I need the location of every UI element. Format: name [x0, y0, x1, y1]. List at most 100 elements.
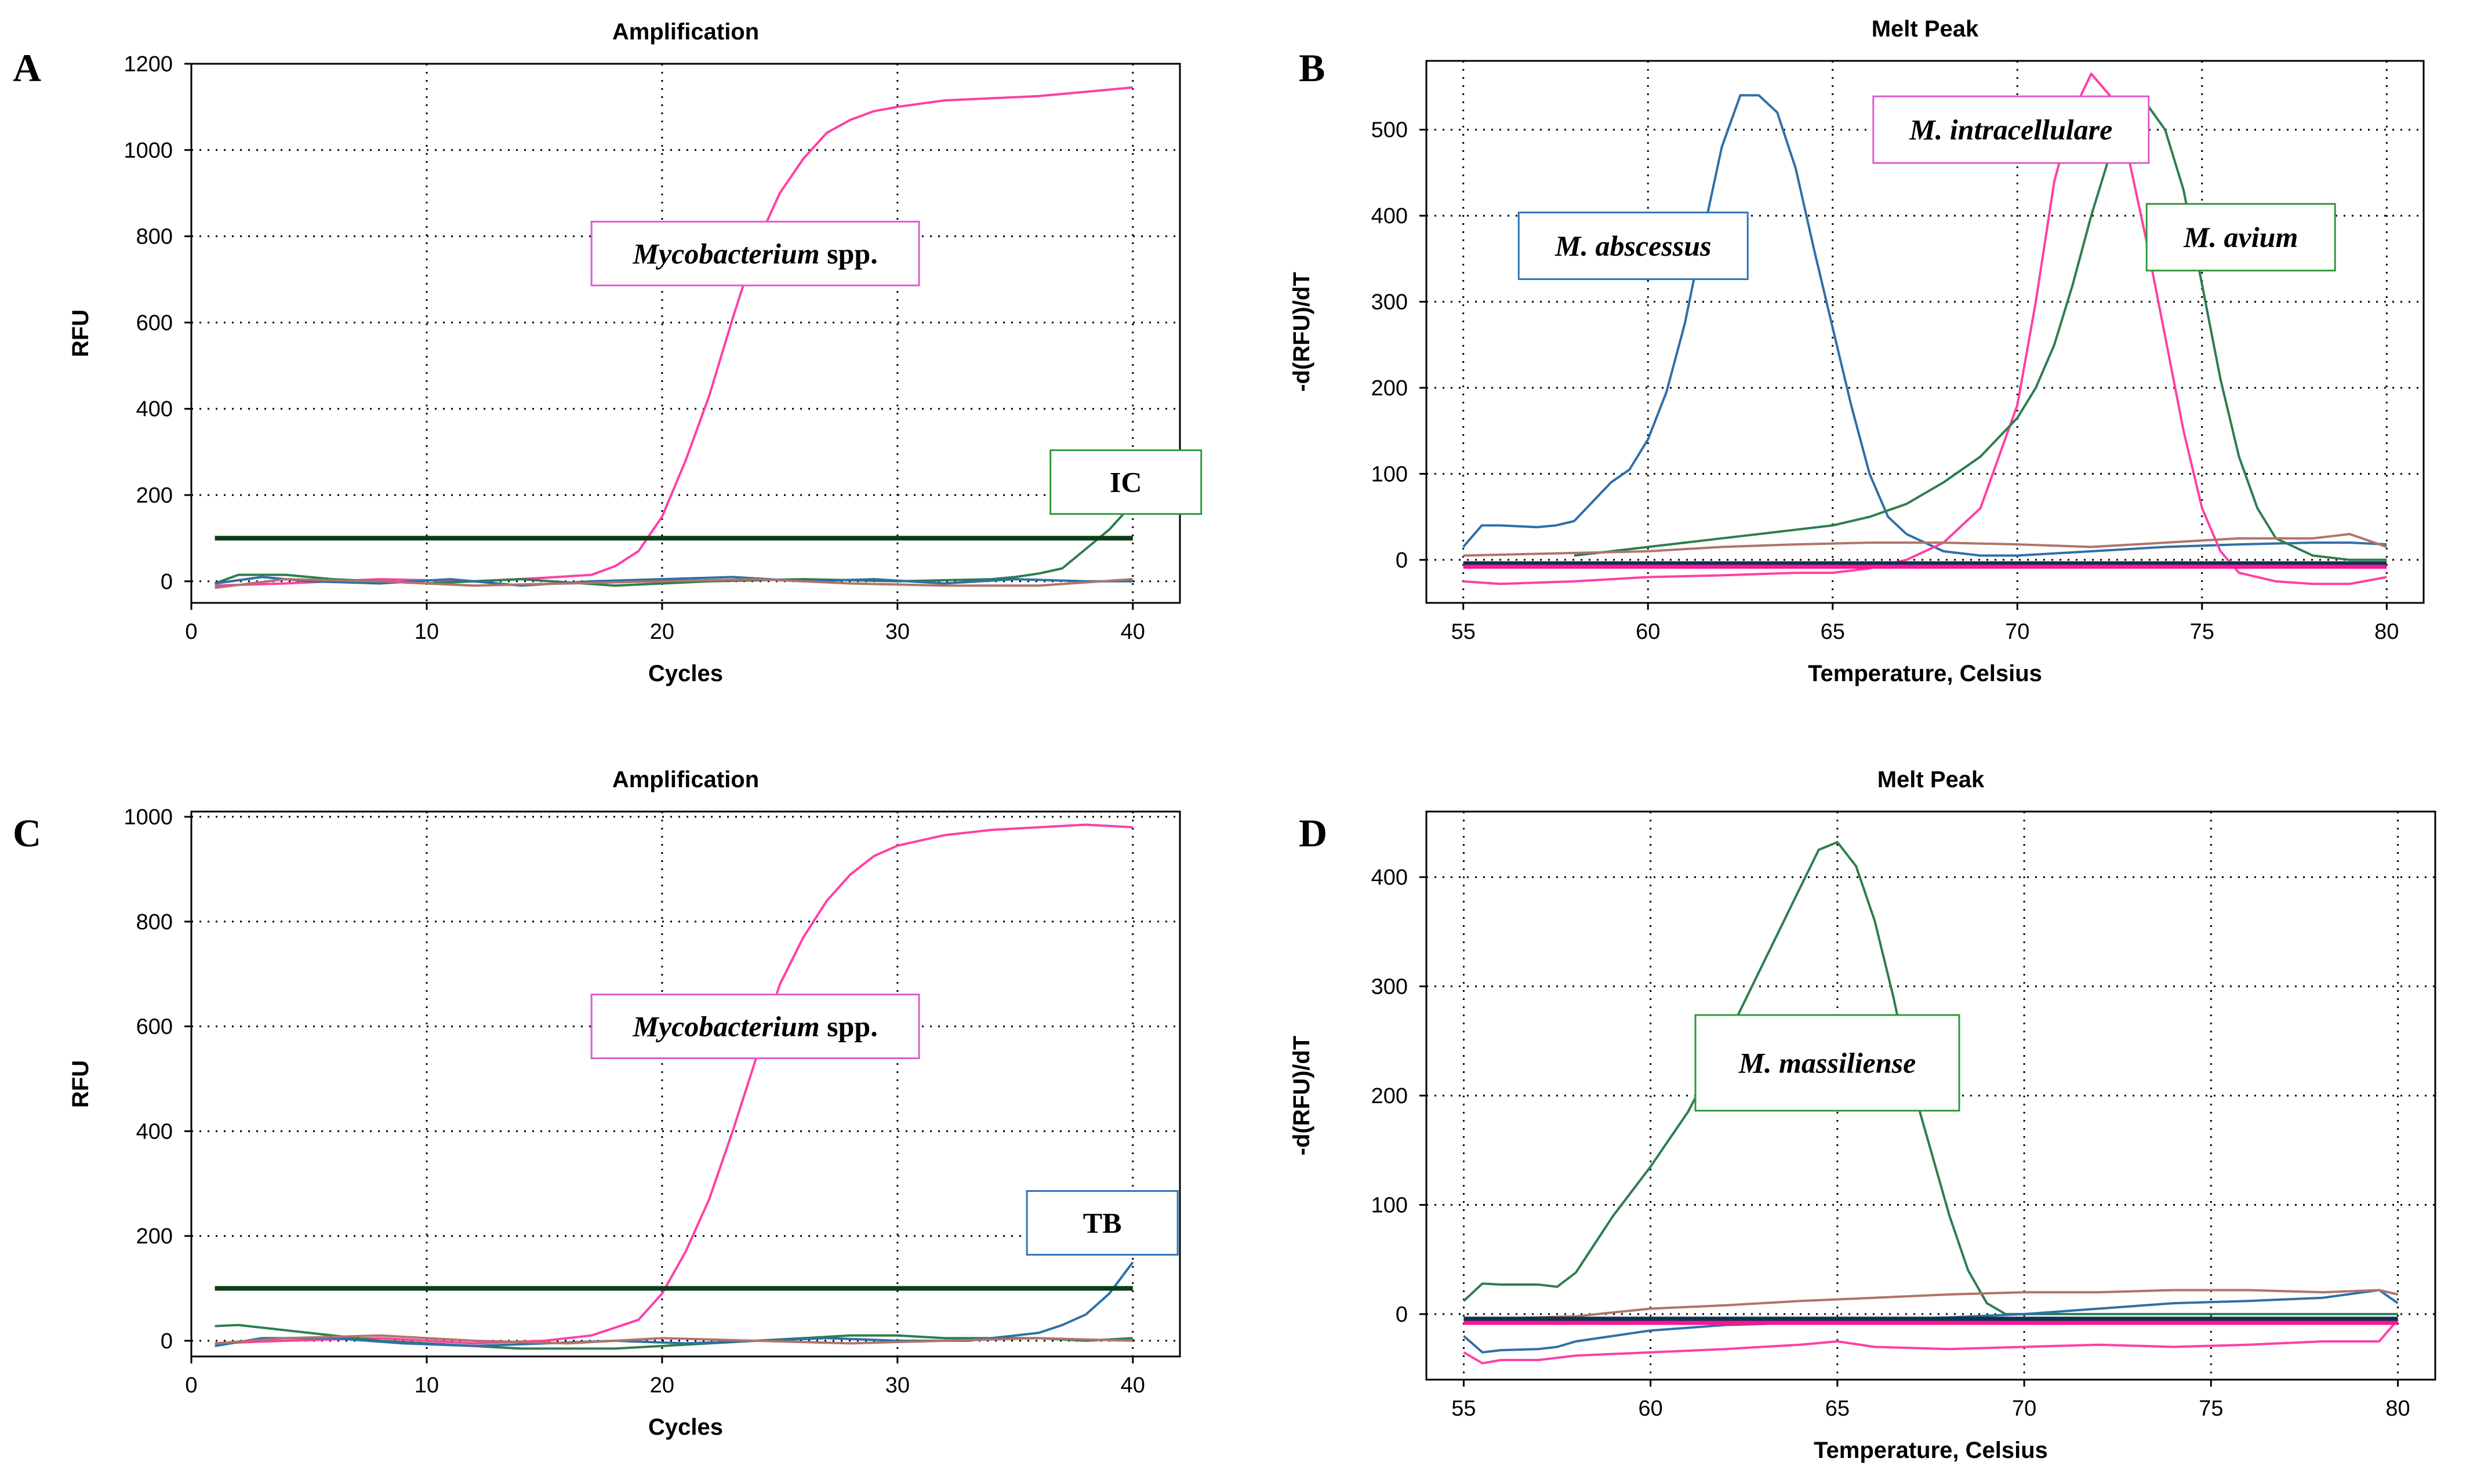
series-line-pink [1463, 1318, 2399, 1365]
series-line-tb [215, 576, 1133, 587]
x-tick-label: 20 [650, 620, 674, 644]
y-tick-label: 0 [1396, 1303, 1408, 1327]
x-axis-label: Cycles [648, 661, 723, 686]
annotation-box [1694, 1014, 1960, 1112]
chart-B: B Melt Peak 55 60 65 70 75 80 0 100 200 300 400 500 Te… [1289, 16, 2425, 686]
panel-letter: C [13, 811, 41, 855]
annotation-italic: M. avium [2183, 221, 2298, 253]
y-tick-label: 100 [1371, 1193, 1408, 1217]
series-group [215, 823, 1134, 1350]
x-tick-label: 80 [2374, 620, 2399, 644]
series-line-other [215, 1334, 1133, 1345]
annotation-italic: M. massiliense [1738, 1046, 1916, 1079]
annotation-italic: M. intracellulare [1909, 114, 2112, 146]
x-tick-label: 80 [2385, 1396, 2410, 1421]
annotation-plain: IC [1110, 466, 1142, 499]
plot-area [190, 63, 1181, 604]
x-tick-label: 30 [885, 620, 910, 644]
y-tick-label: 100 [1371, 462, 1408, 486]
plot-area [190, 810, 1181, 1358]
x-tick-label: 65 [1825, 1396, 1850, 1421]
series-line-tb [215, 1261, 1134, 1347]
y-axis-label: RFU [68, 310, 93, 357]
x-axis-label: Temperature, Celsius [1808, 661, 2042, 686]
chart-D: D Melt Peak 55 60 65 70 75 80 0 100 200 300 400 Tempe… [1289, 767, 2436, 1463]
x-tick-label: 0 [185, 1373, 197, 1398]
annotation-box [2145, 203, 2336, 272]
y-tick-label: 400 [136, 397, 173, 421]
x-tick-label: 60 [1639, 1396, 1663, 1421]
x-tick-label: 40 [1121, 1373, 1145, 1398]
annotation-box [1049, 449, 1203, 515]
x-tick-label: 10 [415, 1373, 439, 1398]
y-tick-label: 800 [136, 910, 173, 934]
series-line-m-avium [1574, 103, 2387, 561]
series-line-other [215, 578, 1133, 589]
chart-title: Amplification [612, 19, 759, 45]
annotation-italic: M. abscessus [1554, 230, 1711, 262]
y-tick-label: 300 [1371, 290, 1408, 315]
chart-title: Melt Peak [1872, 16, 1979, 42]
annotation-plain: spp. [820, 1010, 878, 1043]
x-tick-label: 20 [650, 1373, 674, 1398]
y-tick-label: 200 [136, 483, 173, 508]
x-tick-label: 55 [1451, 620, 1476, 644]
annotation-label: Mycobacterium spp. [632, 237, 877, 270]
panel-letter: A [13, 46, 41, 90]
x-tick-label: 55 [1451, 1396, 1476, 1421]
x-tick-label: 75 [2190, 620, 2214, 644]
series-line-m-abscessus [1462, 94, 2387, 557]
y-tick-label: 800 [136, 225, 173, 249]
x-tick-label: 10 [415, 620, 439, 644]
y-tick-label: 400 [1371, 204, 1408, 228]
series-line-other [1463, 1289, 2399, 1321]
x-tick-label: 65 [1821, 620, 1845, 644]
y-tick-label: 300 [1371, 975, 1408, 999]
panel-letter: B [1299, 46, 1325, 90]
annotation-box [590, 994, 920, 1060]
annotation-label: IC [1110, 466, 1142, 499]
y-axis-label: -d(RFU)/dT [1289, 1036, 1314, 1156]
y-tick-label: 400 [1371, 865, 1408, 890]
annotation-label: Mycobacterium spp. [632, 1010, 877, 1043]
x-axis-label: Cycles [648, 1414, 723, 1440]
annotation-italic: Mycobacterium [632, 1010, 819, 1043]
annotation-box [1517, 212, 1749, 281]
annotation-box [1026, 1190, 1179, 1256]
annotation-label: M. abscessus [1554, 230, 1711, 262]
y-tick-label: 1000 [124, 139, 173, 163]
annotation-label: TB [1083, 1207, 1122, 1239]
series-line-m-massiliense [1463, 841, 2398, 1315]
series-group [1463, 841, 2399, 1365]
x-tick-label: 40 [1121, 620, 1145, 644]
y-tick-label: 200 [1371, 1084, 1408, 1108]
annotation-plain: TB [1083, 1207, 1122, 1239]
series-line-ic [214, 503, 1134, 587]
y-tick-label: 1000 [124, 805, 173, 830]
y-axis-label: RFU [68, 1060, 93, 1108]
x-tick-label: 30 [885, 1373, 910, 1398]
x-tick-label: 70 [2012, 1396, 2036, 1421]
annotation-box [590, 220, 920, 286]
chart-title: Melt Peak [1877, 767, 1985, 792]
y-tick-label: 600 [136, 1015, 173, 1039]
y-tick-label: 400 [136, 1119, 173, 1144]
y-axis-label: -d(RFU)/dT [1289, 272, 1314, 392]
y-tick-label: 0 [161, 570, 173, 594]
series-group [214, 86, 1134, 589]
series-line-mycobacterium-spp [215, 823, 1133, 1345]
x-axis-label: Temperature, Celsius [1814, 1438, 2048, 1463]
annotation-plain: spp. [820, 237, 878, 270]
annotation-italic: Mycobacterium [632, 237, 819, 270]
x-tick-label: 0 [185, 620, 197, 644]
annotation-label: M. intracellulare [1909, 114, 2112, 146]
panel-letter: D [1299, 811, 1327, 855]
y-tick-label: 200 [1371, 376, 1408, 401]
x-tick-label: 60 [1636, 620, 1660, 644]
y-tick-label: 200 [136, 1224, 173, 1249]
y-tick-label: 600 [136, 311, 173, 335]
x-tick-label: 75 [2199, 1396, 2223, 1421]
